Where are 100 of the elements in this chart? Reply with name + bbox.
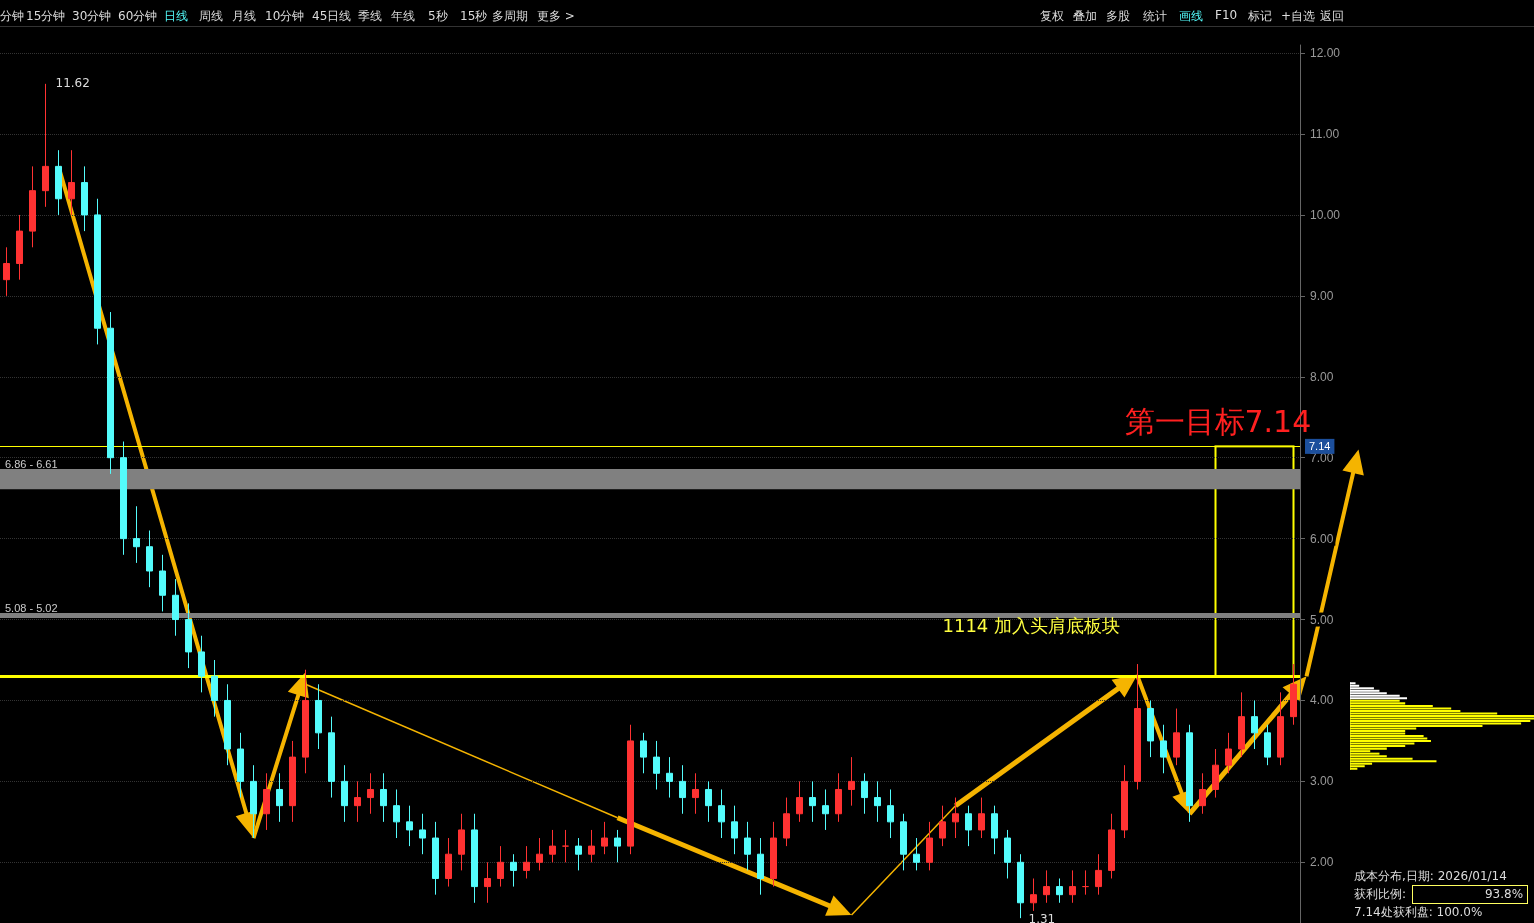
- candlestick: [1251, 699, 1258, 750]
- candlestick: [1043, 869, 1050, 904]
- candlestick: [1212, 748, 1219, 799]
- text: 多周期: [492, 8, 528, 25]
- candlestick: [120, 441, 127, 556]
- candlestick: [1186, 724, 1193, 823]
- candlestick: [432, 821, 439, 896]
- candlestick: [692, 772, 699, 815]
- candlestick: [744, 821, 751, 871]
- candlestick: [900, 813, 907, 871]
- candlestick: [1095, 853, 1102, 896]
- candlestick: [887, 788, 894, 839]
- bar: [1350, 714, 1534, 717]
- candlestick: [861, 772, 868, 815]
- text: 统计: [1143, 8, 1167, 25]
- candlestick: [1147, 699, 1154, 758]
- candlestick: [328, 716, 335, 799]
- candlestick: [198, 635, 205, 693]
- candlestick: [484, 861, 491, 904]
- candlestick: [549, 829, 556, 863]
- candlestick: [1238, 691, 1245, 758]
- candlestick: [523, 845, 530, 879]
- text: 画线: [1179, 8, 1203, 25]
- candlestick: [172, 578, 179, 637]
- candlestick: [16, 214, 23, 281]
- candlestick: [575, 837, 582, 871]
- band-label: 6.86 - 6.61: [5, 457, 58, 470]
- candlestick: [679, 764, 686, 815]
- candlestick: [874, 780, 881, 823]
- candlestick: [1030, 877, 1037, 912]
- y-tick-label: 6.00: [1310, 531, 1334, 546]
- candlestick: [133, 505, 140, 564]
- text: 成本分布,日期: 2026/01/14: [1354, 868, 1508, 885]
- text: 分钟: [0, 8, 24, 25]
- text: 日线: [164, 8, 188, 25]
- candlestick: [276, 772, 283, 823]
- text: 叠加: [1073, 8, 1097, 25]
- candlestick: [1277, 691, 1284, 766]
- candlestick: [640, 732, 647, 774]
- candlestick: [419, 813, 426, 855]
- text: 月线: [232, 8, 256, 25]
- candlestick: [1017, 853, 1024, 919]
- candlestick: [185, 602, 192, 669]
- bar: [1350, 737, 1428, 740]
- candlestick: [588, 829, 595, 863]
- candlestick: [770, 821, 777, 888]
- text: 60分钟: [118, 8, 158, 25]
- candlestick: [939, 805, 946, 847]
- candlestick: [289, 740, 296, 823]
- candlestick: [211, 659, 218, 718]
- candlestick: [29, 165, 36, 248]
- candlestick: [315, 683, 322, 750]
- y-tick-label: 2.00: [1310, 855, 1334, 870]
- annotation: 第一目标7.14: [1124, 404, 1312, 440]
- y-tick-label: 7.00: [1310, 450, 1334, 465]
- candlestick: [1056, 877, 1063, 904]
- text: 周线: [199, 8, 223, 25]
- text: 30分钟: [72, 8, 112, 25]
- bar: [1350, 717, 1534, 720]
- text: 7.14处获利盘: 100.0%: [1354, 904, 1484, 921]
- y-tick-label: 4.00: [1310, 693, 1334, 708]
- candlestick: [107, 311, 114, 475]
- candlestick: [562, 829, 569, 863]
- text: 季线: [358, 8, 382, 25]
- candlestick: [705, 780, 712, 823]
- candlestick: [1225, 732, 1232, 774]
- candlestick: [1069, 869, 1076, 904]
- candlestick: [1082, 869, 1089, 896]
- candlestick: [965, 805, 972, 847]
- candlestick: [250, 764, 257, 839]
- y-tick-label: 3.00: [1310, 774, 1334, 789]
- text: 10分钟: [265, 8, 305, 25]
- candlestick: [1173, 708, 1180, 766]
- candlestick: [471, 813, 478, 904]
- candlestick: [1160, 724, 1167, 774]
- text: 45日线: [312, 8, 352, 25]
- candlestick: [393, 788, 400, 839]
- candlestick: [263, 772, 270, 831]
- candlestick: [445, 837, 452, 888]
- text: 5秒: [428, 8, 448, 25]
- y-tick-label: 10.00: [1310, 207, 1341, 222]
- candlestick: [1121, 764, 1128, 839]
- text: 15秒: [460, 8, 488, 25]
- candlestick: [510, 853, 517, 888]
- y-tick-label: 5.00: [1310, 612, 1334, 627]
- candlestick: [94, 198, 101, 345]
- candlestick: [783, 797, 790, 847]
- candlestick: [601, 821, 608, 855]
- candlestick: [341, 764, 348, 823]
- candlestick: [835, 772, 842, 823]
- y-tick-label: 12.00: [1310, 46, 1341, 61]
- candlestick: [536, 837, 543, 871]
- candlestick: [1108, 813, 1115, 879]
- candlestick: [822, 788, 829, 831]
- bar: [1350, 735, 1424, 738]
- candlestick: [913, 837, 920, 871]
- y-tick-label: 8.00: [1310, 369, 1334, 384]
- candlestick: [952, 797, 959, 839]
- text: 93.8%: [1412, 885, 1529, 904]
- candlestick: [926, 821, 933, 871]
